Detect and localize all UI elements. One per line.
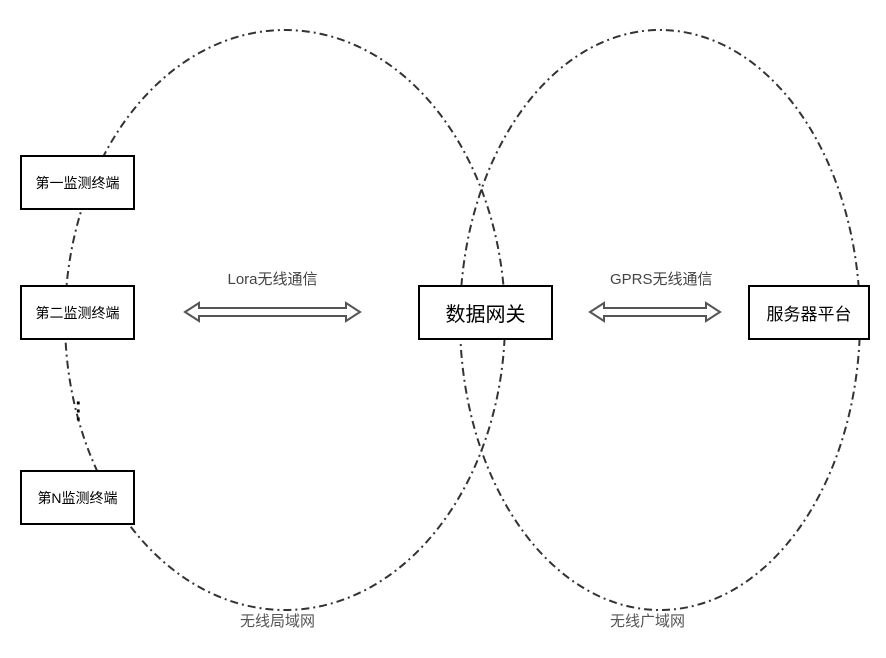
server-box: 服务器平台 <box>748 285 870 340</box>
terminal-ellipsis: ··· <box>76 400 83 424</box>
gprs-label: GPRS无线通信 <box>610 268 713 289</box>
gateway-label: 数据网关 <box>446 298 526 327</box>
terminal-label: 第N监测终端 <box>37 488 117 508</box>
terminal-label: 第二监测终端 <box>36 303 120 323</box>
wan-label: 无线广域网 <box>610 610 685 631</box>
terminal-box-1: 第一监测终端 <box>20 155 135 210</box>
terminal-label: 第一监测终端 <box>36 173 120 193</box>
lora-label: Lora无线通信 <box>228 268 318 289</box>
server-label: 服务器平台 <box>767 300 852 325</box>
terminal-box-n: 第N监测终端 <box>20 470 135 525</box>
arrow-right <box>590 303 720 321</box>
terminal-box-2: 第二监测终端 <box>20 285 135 340</box>
gateway-box: 数据网关 <box>418 285 553 340</box>
arrow-left <box>185 303 360 321</box>
lan-label: 无线局域网 <box>240 610 315 631</box>
